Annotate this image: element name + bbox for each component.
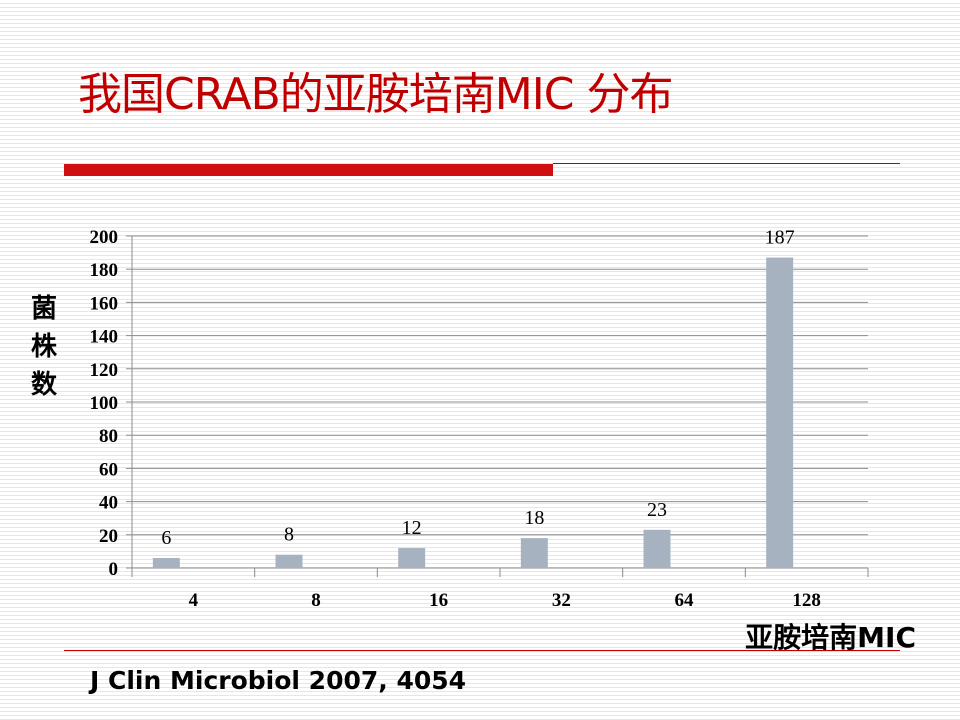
x-tick-label-8: 8 [311, 590, 321, 611]
x-tick-label-4: 4 [189, 590, 199, 611]
y-tick-label: 200 [90, 227, 119, 248]
bar-128 [766, 257, 794, 568]
x-tick-label-16: 16 [429, 590, 448, 611]
x-tick-label-128: 128 [792, 590, 821, 611]
citation: J Clin Microbiol 2007, 4054 [90, 666, 467, 695]
axes [126, 235, 869, 577]
x-axis-label: 亚胺培南MIC [745, 621, 916, 654]
title-underline-thick [64, 164, 553, 176]
slide-title: 我国CRAB的亚胺培南MIC 分布 [78, 69, 673, 120]
y-tick-label: 0 [109, 559, 119, 580]
data-label-64: 23 [647, 499, 667, 521]
bar-16 [398, 548, 426, 568]
bar-8 [275, 554, 303, 568]
x-tick-label-64: 64 [675, 590, 695, 611]
y-tick-label: 60 [99, 459, 118, 480]
footer-rule [64, 650, 900, 651]
bar-64 [643, 529, 671, 568]
data-label-128: 187 [765, 227, 795, 249]
x-tick-label-32: 32 [552, 590, 571, 611]
data-label-8: 8 [284, 524, 294, 546]
y-tick-label: 100 [90, 393, 119, 414]
y-tick-label: 140 [90, 327, 119, 348]
y-axis-label: 菌株数 [30, 294, 57, 400]
bar-32 [520, 538, 548, 568]
data-label-4: 6 [161, 527, 171, 549]
bar-4 [152, 558, 180, 568]
y-tick-label: 80 [99, 426, 118, 447]
title-underline-thin [553, 163, 900, 164]
y-tick-label: 180 [90, 260, 119, 281]
bars [152, 257, 794, 568]
y-tick-label: 20 [99, 526, 118, 547]
data-label-32: 18 [524, 507, 544, 529]
gridlines [132, 235, 868, 569]
y-tick-label: 40 [99, 493, 118, 514]
labels: 0204060801001201401601802006488121618322… [90, 227, 821, 611]
y-tick-label: 120 [90, 360, 119, 381]
data-label-16: 12 [402, 517, 422, 539]
y-tick-label: 160 [90, 293, 119, 314]
